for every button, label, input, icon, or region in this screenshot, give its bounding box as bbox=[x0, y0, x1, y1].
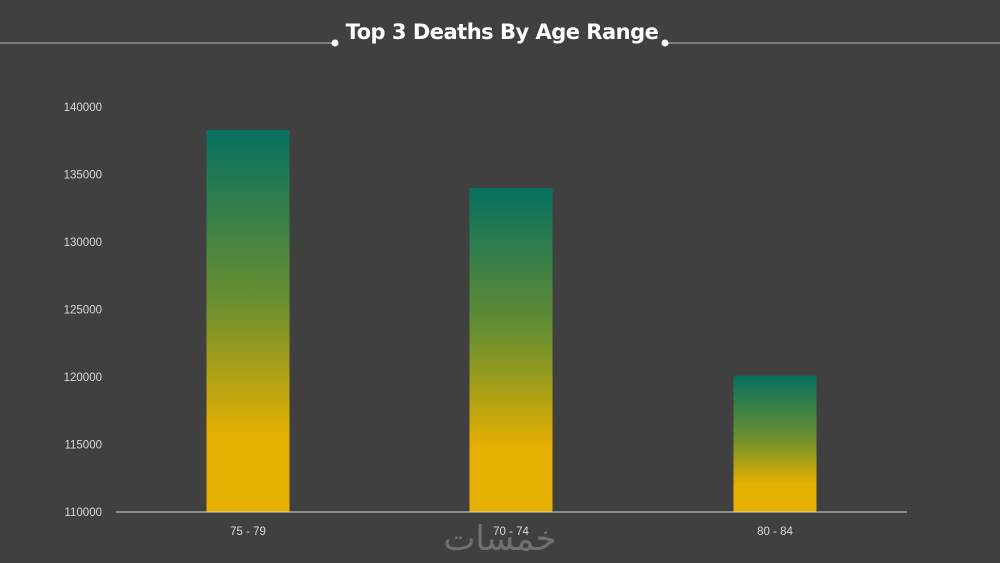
x-tick-label: 75 - 79 bbox=[230, 526, 266, 538]
bar-80-84 bbox=[733, 375, 817, 512]
y-tick-label: 130000 bbox=[64, 237, 102, 249]
y-tick-label: 125000 bbox=[64, 305, 102, 317]
chart-title: Top 3 Deaths By Age Range bbox=[346, 20, 659, 44]
y-tick-label: 120000 bbox=[64, 372, 102, 384]
watermark-logo: خمسات bbox=[443, 519, 556, 559]
y-tick-label: 110000 bbox=[64, 507, 102, 519]
y-tick-label: 135000 bbox=[64, 170, 102, 182]
y-tick-label: 115000 bbox=[64, 440, 102, 452]
x-tick-label: 70 - 74 bbox=[493, 526, 529, 538]
x-tick-label: 80 - 84 bbox=[757, 526, 793, 538]
y-tick-label: 140000 bbox=[64, 102, 102, 114]
title-rule-left-dot bbox=[331, 39, 339, 47]
bar-70-74 bbox=[469, 188, 553, 512]
bar-75-79 bbox=[206, 129, 290, 512]
title-rule-right-dot bbox=[661, 39, 669, 47]
